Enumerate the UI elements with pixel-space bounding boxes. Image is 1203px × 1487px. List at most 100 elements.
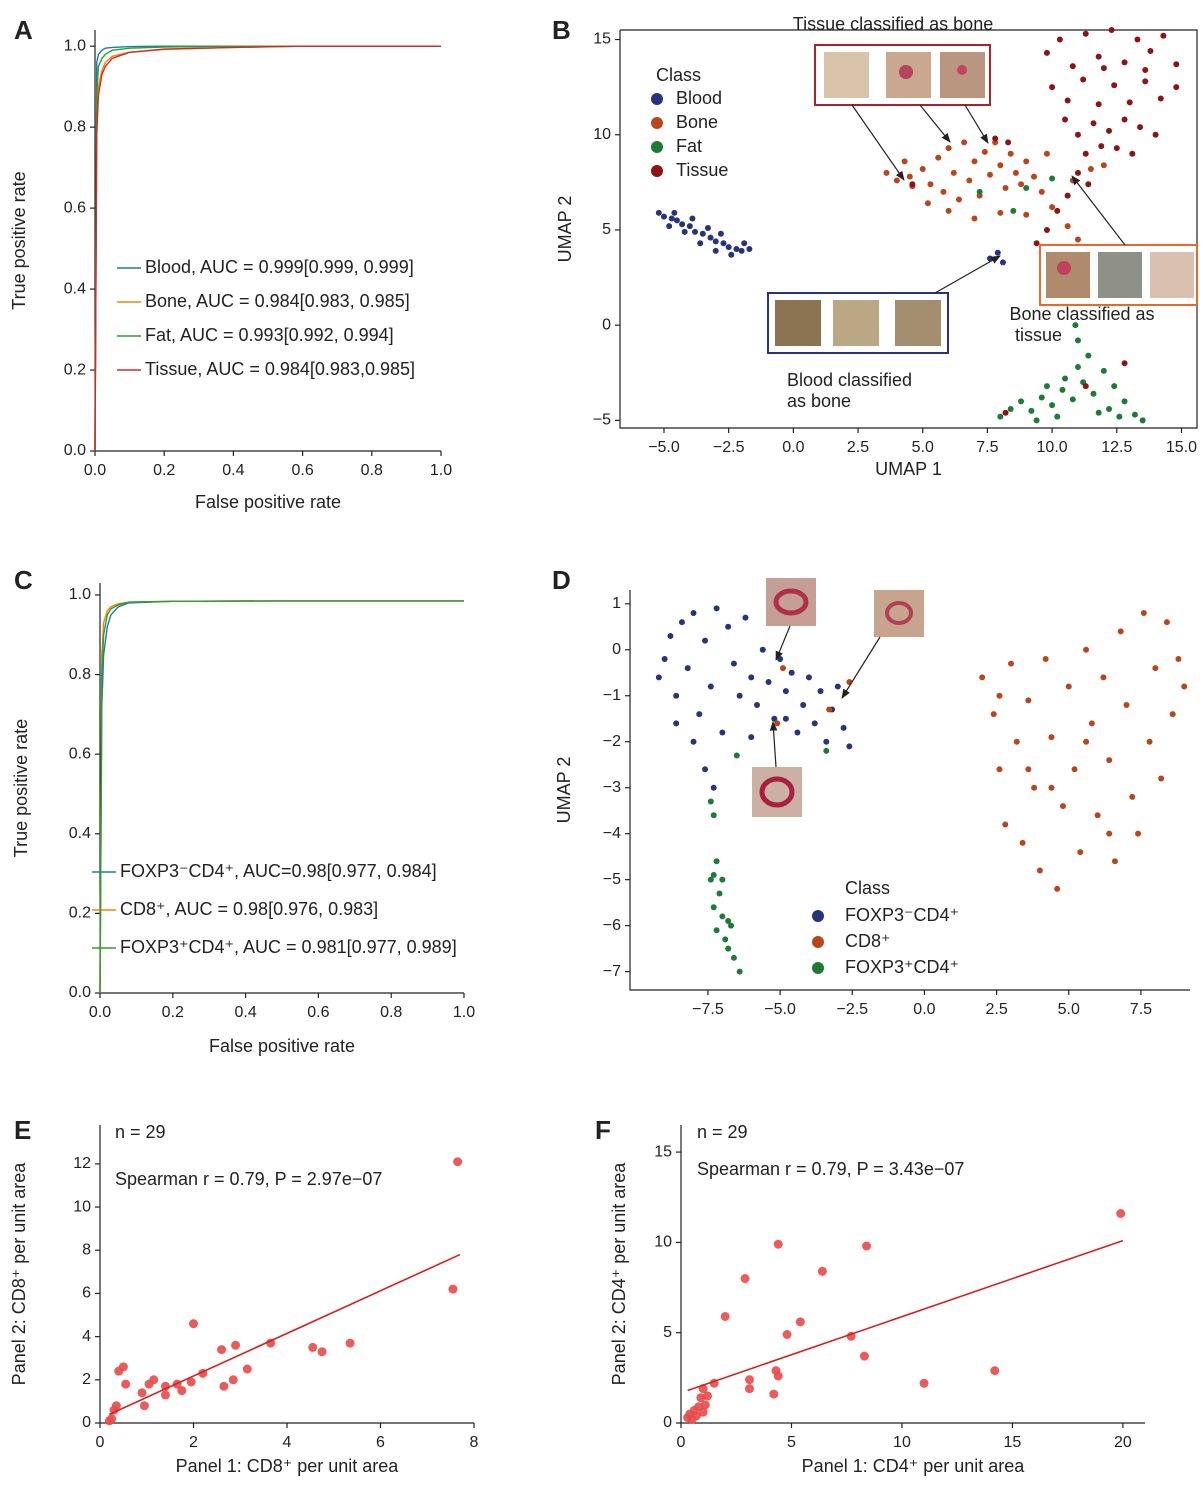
panel-letter: E [14,1115,31,1145]
point [736,692,743,699]
point [909,181,916,188]
point [1018,398,1025,405]
point [707,876,714,883]
point [707,798,714,805]
y-tick-label: 0.2 [69,905,91,922]
legend-marker [812,910,824,922]
point [1033,417,1040,424]
point [673,217,680,224]
point [1106,127,1113,134]
point [1069,63,1076,70]
y-tick-label: 0.0 [64,442,86,459]
panel-letter: B [552,15,571,45]
point [773,1239,783,1249]
point [996,766,1003,773]
point [699,230,706,237]
point [817,1266,827,1276]
y-tick-label: −5 [603,871,621,888]
x-tick-label: 0.0 [84,462,106,479]
x-tick-label: 15 [1004,1434,1022,1451]
point [111,1401,121,1411]
point [782,1330,792,1340]
point [692,228,699,235]
point [1146,738,1153,745]
point [919,166,926,173]
y-tick-label: 0.8 [69,666,91,683]
point [740,1274,750,1284]
point [728,251,735,258]
arrow [851,104,905,181]
x-tick-label: −5.0 [764,1001,796,1018]
point [945,207,952,214]
point [713,858,720,865]
x-tick-label: 8 [470,1434,479,1451]
x-tick-label: 10.0 [1037,439,1068,456]
point [862,1241,872,1251]
point [1007,405,1014,412]
point [765,678,772,685]
point [1085,181,1092,188]
point [1169,711,1176,718]
point [684,665,691,672]
point [1123,701,1130,708]
thumbnail [874,590,924,637]
x-tick-label: 2.5 [847,439,869,456]
point [1042,655,1049,662]
point [1013,738,1020,745]
point [805,674,812,681]
point [955,196,962,203]
x-tick-label: −2.5 [836,1001,868,1018]
annotation: n = 29 [115,1122,166,1142]
point [720,1311,730,1321]
legend-marker [651,93,663,105]
point [1100,674,1107,681]
point [997,162,1004,169]
point [121,1379,131,1389]
point [1181,683,1188,690]
point [1049,175,1056,182]
point [1142,66,1149,73]
annotation: Spearman r = 0.79, P = 2.97e−07 [115,1169,382,1189]
y-tick-label: 0 [612,641,621,658]
point [710,784,717,791]
roc-curve [94,45,441,452]
point [1135,830,1142,837]
point [118,1362,128,1372]
point [1134,36,1141,43]
x-tick-label: 10 [893,1434,911,1451]
x-tick-label: −5.0 [648,439,680,456]
point [733,752,740,759]
y-tick-label: 4 [82,1328,91,1345]
point [893,177,900,184]
point [1064,192,1071,199]
point [707,234,714,241]
point [1080,76,1087,83]
point [1157,95,1164,102]
y-tick-label: 1.0 [64,37,86,54]
point [160,1390,170,1400]
point [1069,396,1076,403]
point [730,660,737,667]
point [1106,830,1113,837]
thumbnail [1098,252,1142,298]
legend-label: Tissue [676,160,728,180]
point [1074,236,1081,243]
point [950,169,957,176]
point [139,1401,149,1411]
thumbnail [895,300,941,346]
point [759,646,766,653]
x-tick-label: 0.0 [89,1004,111,1021]
point [987,171,994,178]
point [1100,65,1107,72]
x-tick-label: 0.4 [222,462,244,479]
point [728,922,735,929]
roc-curve [99,600,464,994]
point [823,738,830,745]
point [1158,775,1165,782]
legend-label: Fat [676,136,702,156]
arrow [841,636,881,699]
roc-curve [99,600,464,994]
point [673,720,680,727]
point [1007,150,1014,157]
point [1129,150,1136,157]
